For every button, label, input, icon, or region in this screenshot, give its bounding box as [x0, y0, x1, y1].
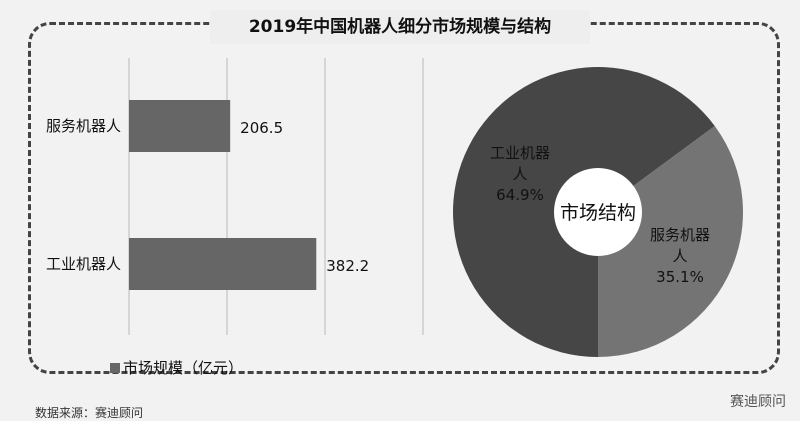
bar [129, 238, 317, 290]
watermark: 赛迪顾问 [730, 394, 786, 410]
chart-title: 2019年中国机器人细分市场规模与结构 [210, 10, 590, 44]
data-label: 382.2 [326, 257, 369, 275]
category-label: 工业机器人 [46, 255, 121, 273]
legend-label: 市场规模（亿元） [123, 359, 244, 377]
legend: 市场规模（亿元） [110, 357, 243, 378]
center-label: 市场结构 [560, 202, 636, 224]
data-label: 206.5 [240, 119, 283, 137]
slice-label: 服务机器人 35.1% [650, 226, 710, 286]
pie-slice [598, 126, 743, 357]
category-label: 服务机器人 [46, 117, 121, 135]
legend-swatch [110, 363, 120, 373]
bar [129, 100, 231, 152]
donut-hole [554, 168, 642, 256]
slice-label: 工业机器人 64.9% [490, 144, 550, 204]
